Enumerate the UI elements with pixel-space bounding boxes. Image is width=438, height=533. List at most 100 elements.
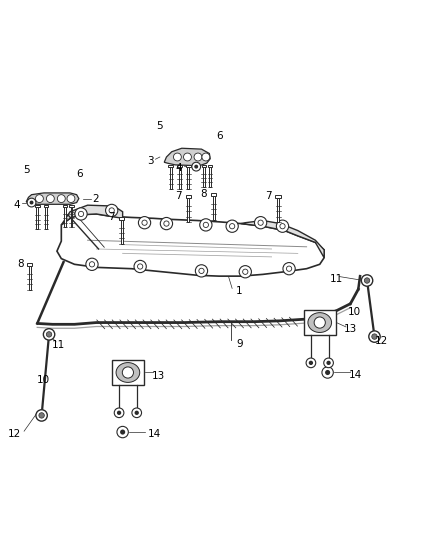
Circle shape: [325, 370, 330, 375]
Bar: [168, 165, 173, 167]
Circle shape: [361, 275, 373, 286]
Circle shape: [309, 361, 313, 365]
Bar: [208, 165, 212, 167]
Circle shape: [314, 317, 325, 328]
Circle shape: [243, 269, 248, 274]
Polygon shape: [164, 148, 210, 166]
Bar: [277, 198, 279, 222]
Circle shape: [117, 426, 128, 438]
Circle shape: [372, 334, 377, 340]
Circle shape: [306, 358, 316, 368]
Bar: [213, 196, 215, 220]
Text: 5: 5: [156, 122, 163, 131]
Circle shape: [194, 165, 198, 168]
Circle shape: [43, 329, 55, 340]
Circle shape: [36, 410, 47, 421]
Bar: [186, 165, 191, 167]
Circle shape: [160, 217, 173, 230]
Circle shape: [364, 278, 370, 283]
Text: 8: 8: [18, 260, 25, 269]
Text: 7: 7: [108, 213, 115, 222]
Circle shape: [29, 200, 34, 205]
Circle shape: [280, 223, 285, 229]
Bar: [27, 263, 32, 265]
Circle shape: [203, 222, 208, 228]
Circle shape: [324, 358, 333, 368]
Text: 11: 11: [330, 274, 343, 284]
Circle shape: [194, 153, 202, 161]
Circle shape: [39, 413, 44, 418]
Bar: [63, 205, 67, 207]
Circle shape: [27, 198, 36, 207]
Circle shape: [286, 266, 292, 271]
Text: 8: 8: [200, 189, 207, 199]
Bar: [69, 205, 74, 207]
Circle shape: [134, 260, 146, 273]
Ellipse shape: [116, 362, 140, 382]
Circle shape: [202, 153, 210, 161]
Text: 11: 11: [52, 341, 65, 350]
Circle shape: [75, 208, 87, 220]
Circle shape: [89, 262, 95, 267]
Circle shape: [35, 195, 43, 203]
Text: 2: 2: [92, 193, 99, 204]
Circle shape: [326, 361, 331, 365]
Text: 10: 10: [347, 308, 360, 318]
Circle shape: [134, 410, 139, 415]
Circle shape: [142, 220, 147, 225]
Bar: [29, 265, 31, 290]
Circle shape: [258, 220, 263, 225]
Bar: [64, 207, 66, 227]
Circle shape: [57, 195, 65, 203]
Circle shape: [86, 258, 98, 270]
Bar: [119, 217, 124, 220]
Bar: [112, 360, 144, 385]
Text: 12: 12: [374, 336, 388, 346]
Text: 3: 3: [147, 156, 154, 166]
Polygon shape: [57, 214, 324, 276]
Text: 6: 6: [76, 168, 83, 179]
Bar: [186, 195, 191, 198]
Bar: [304, 310, 336, 335]
Circle shape: [117, 410, 121, 415]
Bar: [177, 165, 182, 167]
Text: 9: 9: [236, 338, 243, 349]
Bar: [170, 167, 172, 189]
Circle shape: [106, 204, 118, 216]
Circle shape: [132, 408, 141, 418]
Bar: [45, 207, 47, 229]
Bar: [211, 193, 216, 196]
Bar: [187, 198, 189, 222]
Text: 13: 13: [152, 371, 165, 381]
Circle shape: [138, 216, 151, 229]
Bar: [203, 167, 205, 187]
Circle shape: [67, 195, 75, 203]
Circle shape: [199, 268, 204, 273]
Bar: [276, 195, 281, 198]
Bar: [35, 205, 39, 207]
Circle shape: [283, 263, 295, 275]
Polygon shape: [241, 221, 324, 258]
Bar: [209, 167, 211, 187]
Polygon shape: [26, 193, 79, 204]
Text: 5: 5: [23, 165, 30, 175]
Text: 14: 14: [148, 429, 161, 439]
Circle shape: [164, 221, 169, 226]
Bar: [36, 207, 38, 229]
Bar: [179, 167, 180, 189]
Text: 7: 7: [175, 191, 182, 201]
Bar: [201, 165, 206, 167]
Circle shape: [230, 223, 235, 229]
Text: 13: 13: [344, 324, 357, 334]
Circle shape: [78, 211, 84, 216]
Text: 6: 6: [216, 131, 223, 141]
Circle shape: [122, 367, 134, 378]
Text: 1: 1: [235, 286, 242, 296]
Bar: [71, 207, 72, 227]
Circle shape: [46, 332, 52, 337]
Ellipse shape: [308, 313, 332, 333]
Circle shape: [369, 331, 380, 342]
Circle shape: [138, 264, 143, 269]
Text: 10: 10: [37, 375, 50, 385]
Circle shape: [46, 195, 54, 203]
